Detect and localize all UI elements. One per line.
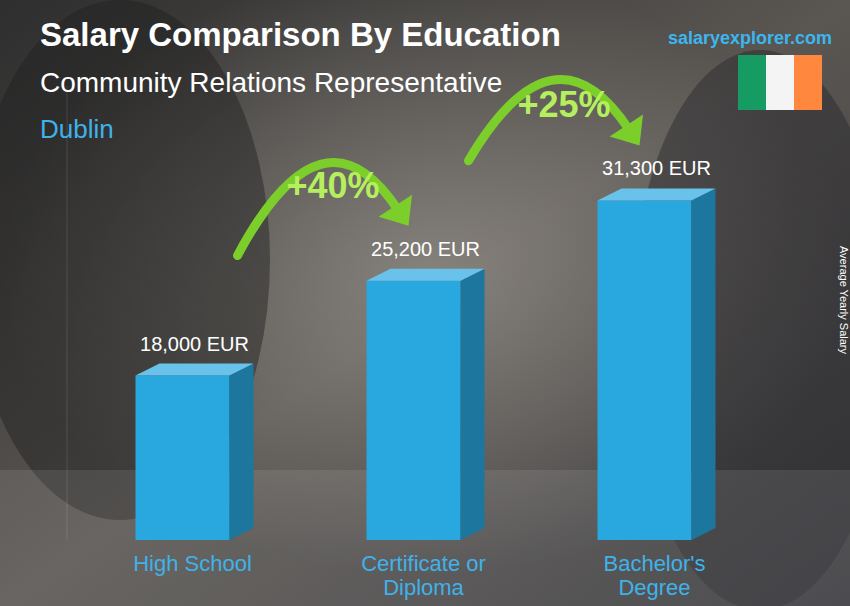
y-axis-line — [67, 86, 68, 540]
location: Dublin — [40, 114, 114, 144]
flag-stripe — [766, 55, 794, 110]
bar-side — [692, 188, 716, 540]
x-tick-label-line: Diploma — [383, 575, 464, 600]
x-tick-label-line: High School — [133, 551, 252, 576]
subtitle: Community Relations Representative — [40, 67, 502, 98]
change-arrow — [238, 162, 399, 255]
change-label: +25% — [517, 84, 610, 125]
x-tick-label: High School — [133, 551, 252, 576]
x-tick-label-line: Degree — [618, 575, 690, 600]
x-tick-label-line: Bachelor's — [603, 551, 705, 576]
bar-3d — [598, 188, 716, 540]
flag-stripe — [794, 55, 822, 110]
bar-top — [367, 269, 485, 281]
chart: 18,000 EUR 25,200 EUR 31,300 EUR High Schoo… — [0, 0, 850, 606]
change-arrowhead — [379, 195, 412, 226]
bars — [136, 188, 716, 540]
x-tick-label: Certificate orDiploma — [361, 551, 486, 600]
x-tick-label: Bachelor'sDegree — [603, 551, 705, 600]
bar-side — [230, 364, 254, 540]
source: salaryexplorer.com — [668, 28, 832, 48]
change-arrowhead — [610, 114, 643, 145]
data-label: 25,200 EUR — [371, 238, 480, 260]
bar-3d — [367, 269, 485, 540]
bar-top — [598, 188, 716, 200]
bar-top — [136, 364, 254, 376]
bar — [367, 281, 461, 540]
flag-stripe — [738, 55, 766, 110]
bar — [136, 376, 230, 540]
bar — [598, 200, 692, 540]
change-label: +40% — [286, 165, 379, 206]
bar-3d — [136, 364, 254, 540]
bar-side — [461, 269, 485, 540]
data-label: 31,300 EUR — [602, 157, 711, 179]
x-tick-label-line: Certificate or — [361, 551, 486, 576]
y-axis-label: Average Yearly Salary — [838, 246, 850, 355]
title: Salary Comparison By Education — [40, 16, 561, 53]
data-label: 18,000 EUR — [140, 333, 249, 355]
